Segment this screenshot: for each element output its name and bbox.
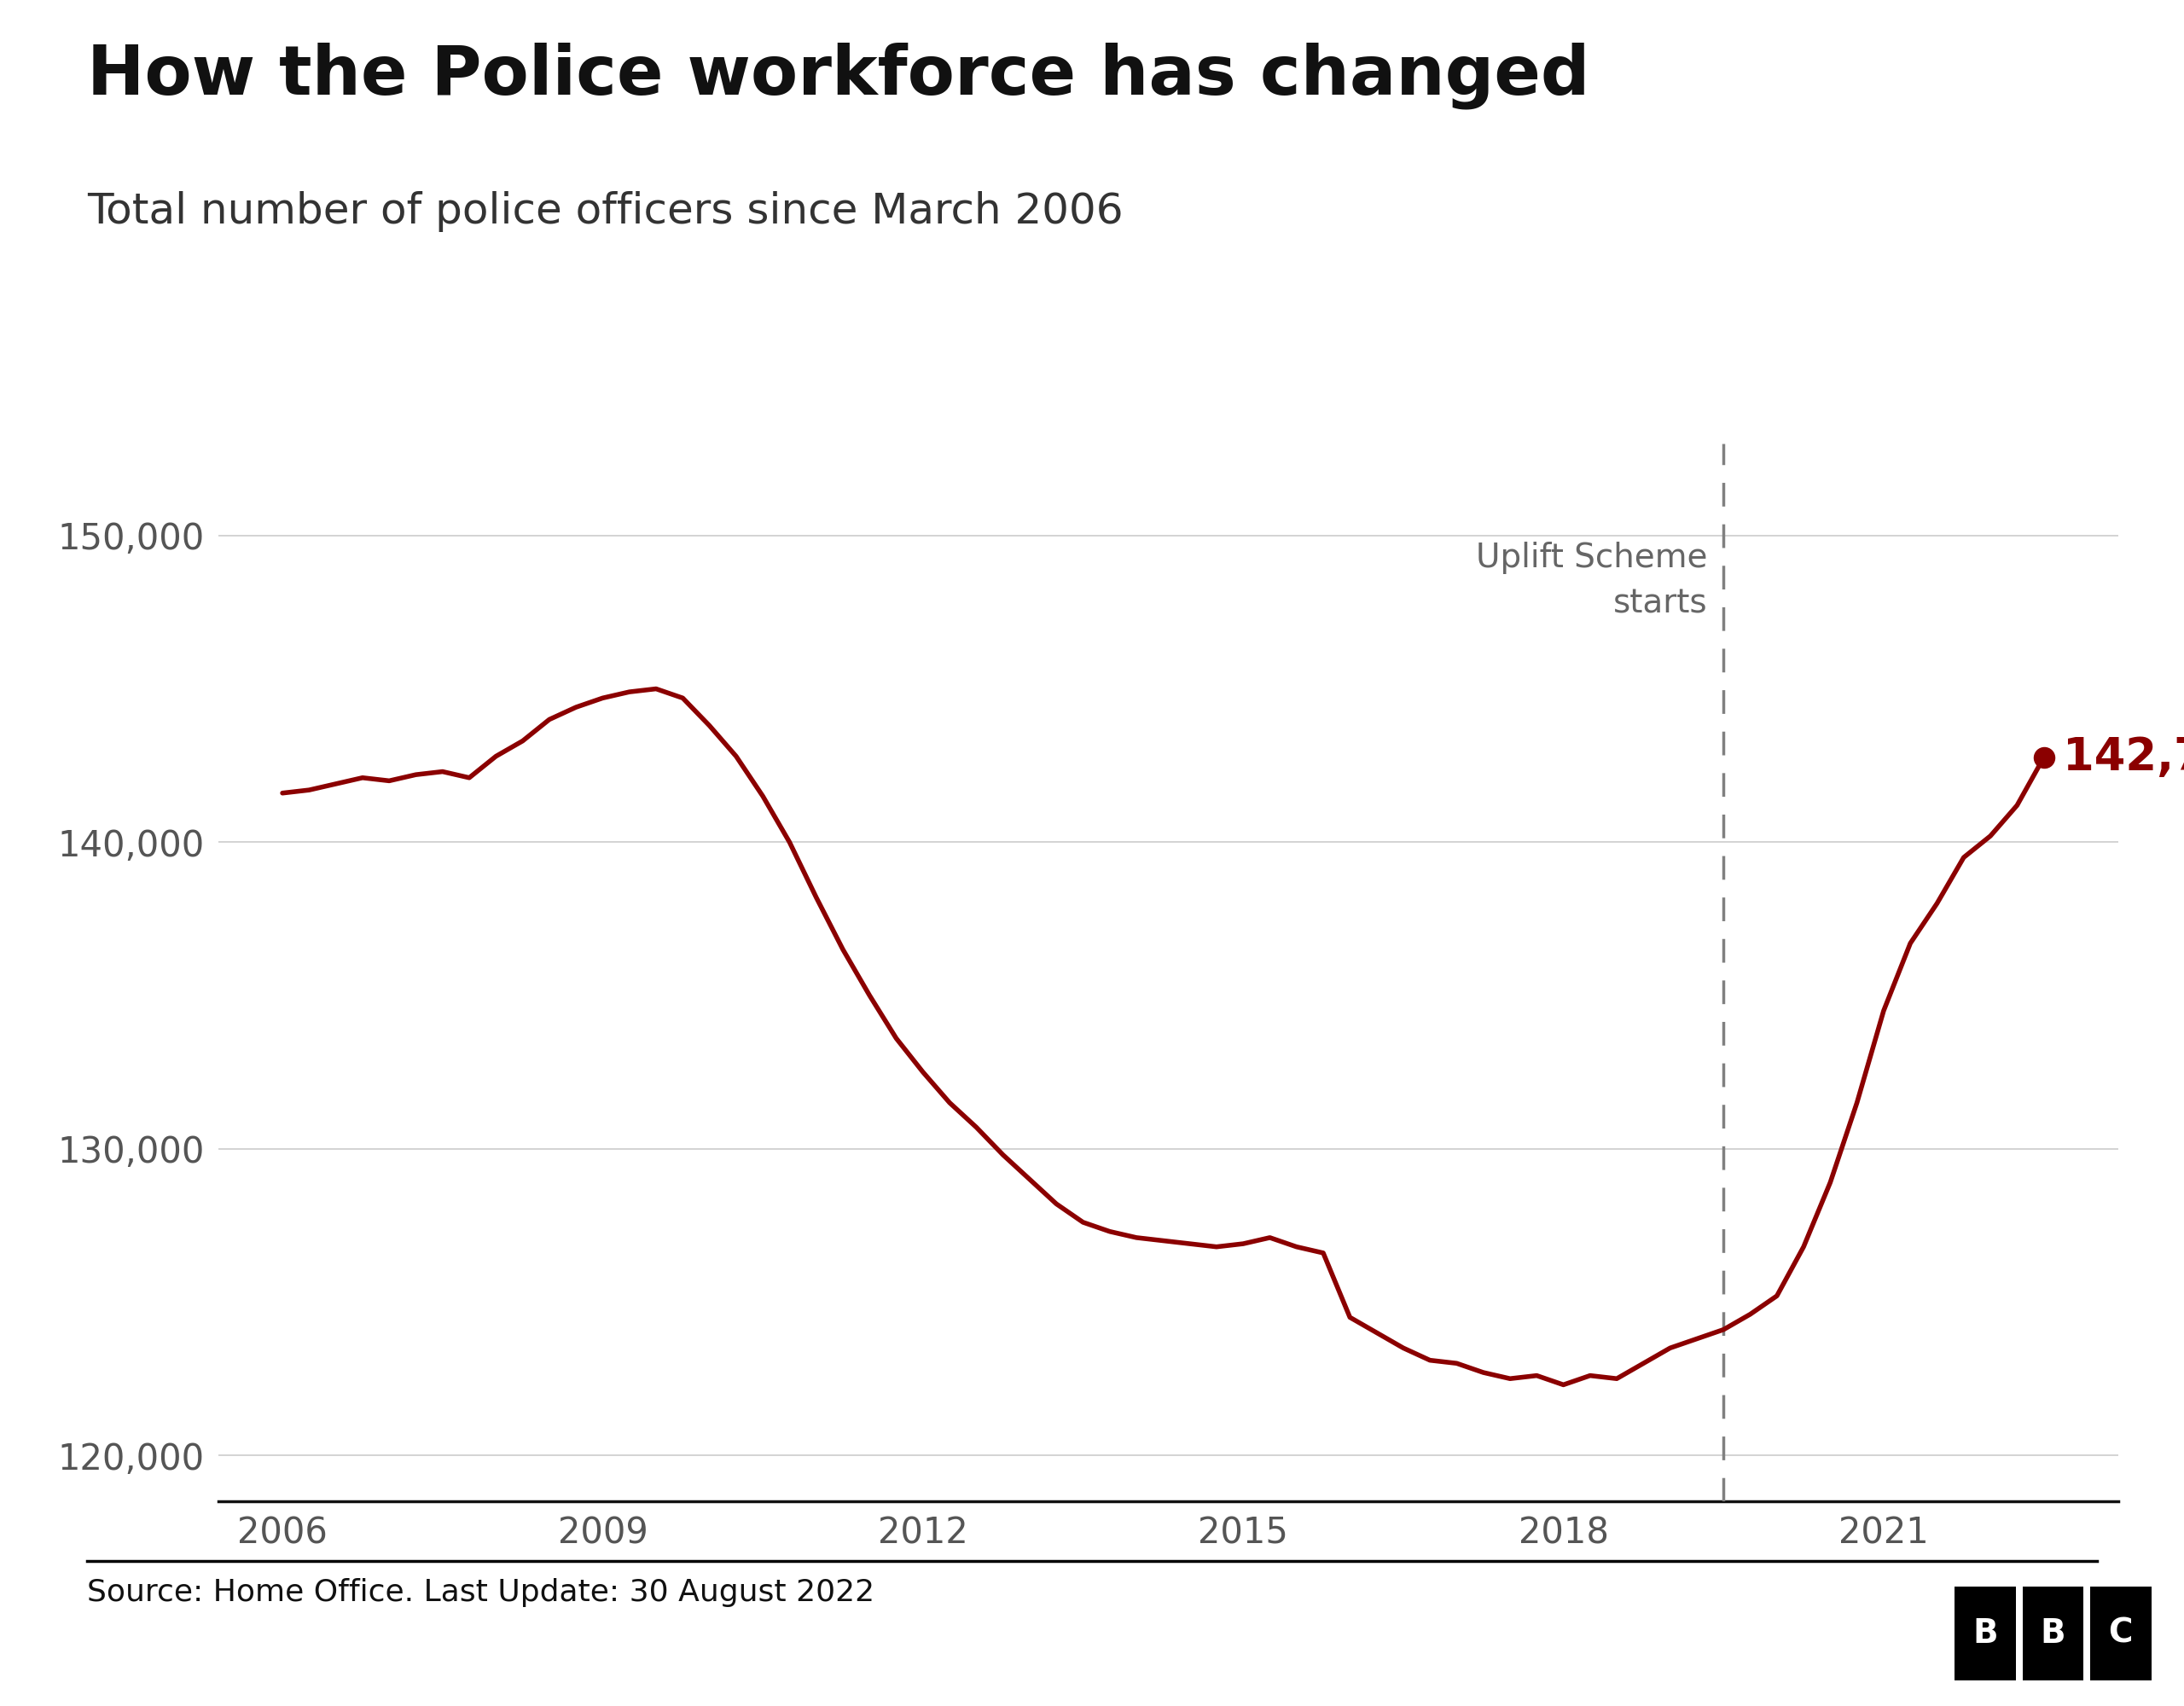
Text: Uplift Scheme
starts: Uplift Scheme starts (1476, 543, 1708, 619)
Text: B: B (2040, 1617, 2066, 1650)
Text: 142,759: 142,759 (2064, 735, 2184, 780)
Text: Source: Home Office. Last Update: 30 August 2022: Source: Home Office. Last Update: 30 Aug… (87, 1578, 876, 1607)
Text: How the Police workforce has changed: How the Police workforce has changed (87, 43, 1590, 109)
Point (2027, 744, 2062, 771)
Text: Total number of police officers since March 2006: Total number of police officers since Ma… (87, 191, 1123, 232)
Text: B: B (1972, 1617, 1998, 1650)
Text: C: C (2108, 1617, 2134, 1650)
